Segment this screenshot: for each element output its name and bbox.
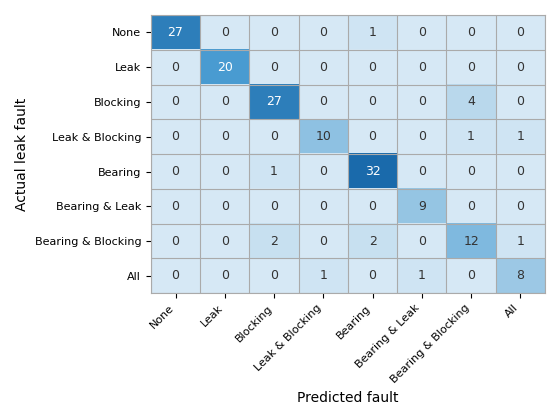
Text: 0: 0 [270,26,278,39]
Text: 0: 0 [467,60,475,74]
Text: 1: 1 [467,130,475,143]
Text: 0: 0 [516,200,524,213]
Text: 0: 0 [171,235,180,247]
Text: 0: 0 [270,60,278,74]
Text: 8: 8 [516,269,524,282]
Text: 9: 9 [418,200,426,213]
Text: 0: 0 [270,269,278,282]
Text: 0: 0 [171,130,180,143]
Text: 0: 0 [221,235,229,247]
Text: 0: 0 [467,200,475,213]
Text: 0: 0 [319,200,328,213]
Text: 0: 0 [516,60,524,74]
Text: 0: 0 [221,200,229,213]
Text: 0: 0 [418,95,426,108]
Text: 1: 1 [516,130,524,143]
Text: 1: 1 [516,235,524,247]
Text: 0: 0 [270,130,278,143]
Text: 0: 0 [319,26,328,39]
Text: 0: 0 [516,95,524,108]
Text: 1: 1 [319,269,327,282]
Text: 0: 0 [467,165,475,178]
Text: 0: 0 [319,235,328,247]
Text: 0: 0 [319,95,328,108]
Text: 0: 0 [171,60,180,74]
Text: 0: 0 [171,95,180,108]
Text: 0: 0 [368,200,376,213]
Text: 0: 0 [516,165,524,178]
Text: 27: 27 [266,95,282,108]
Text: 10: 10 [315,130,332,143]
Text: 1: 1 [368,26,376,39]
Text: 0: 0 [467,26,475,39]
Text: 12: 12 [463,235,479,247]
Text: 0: 0 [368,269,376,282]
Text: 0: 0 [418,26,426,39]
Text: 0: 0 [418,235,426,247]
Text: 0: 0 [171,200,180,213]
Text: 1: 1 [270,165,278,178]
Text: 0: 0 [368,60,376,74]
Text: 0: 0 [418,130,426,143]
Text: 0: 0 [221,26,229,39]
Text: 0: 0 [516,26,524,39]
Text: 0: 0 [467,269,475,282]
Text: 0: 0 [368,130,376,143]
Text: 2: 2 [270,235,278,247]
Text: 1: 1 [418,269,426,282]
Text: 0: 0 [221,165,229,178]
Text: 20: 20 [217,60,233,74]
Text: 0: 0 [319,165,328,178]
Text: 4: 4 [467,95,475,108]
Text: 0: 0 [418,60,426,74]
Text: 0: 0 [221,130,229,143]
Text: 0: 0 [418,165,426,178]
X-axis label: Predicted fault: Predicted fault [297,391,399,405]
Text: 32: 32 [365,165,380,178]
Text: 0: 0 [319,60,328,74]
Text: 0: 0 [221,95,229,108]
Text: 0: 0 [221,269,229,282]
Text: 0: 0 [171,269,180,282]
Text: 0: 0 [270,200,278,213]
Text: 2: 2 [368,235,376,247]
Text: 0: 0 [171,165,180,178]
Text: 27: 27 [167,26,184,39]
Y-axis label: Actual leak fault: Actual leak fault [15,97,29,211]
Text: 0: 0 [368,95,376,108]
